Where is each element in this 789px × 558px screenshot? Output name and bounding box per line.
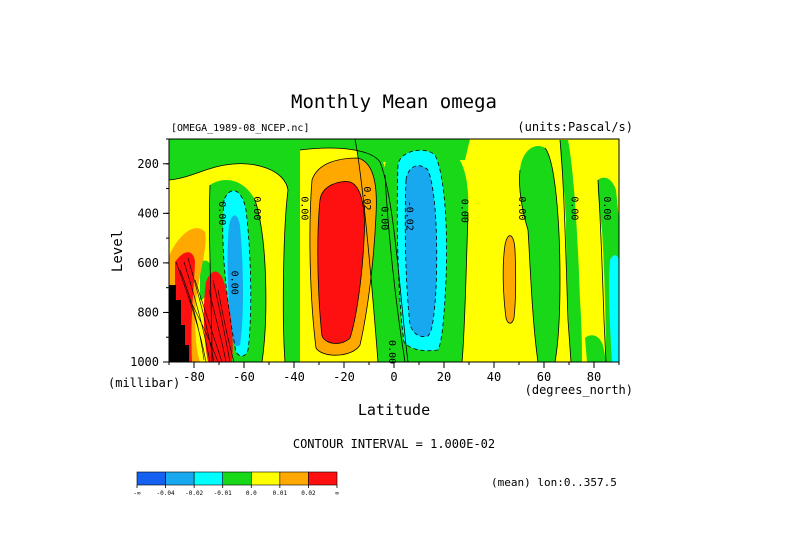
y-units-label: (millibar) [108, 376, 180, 390]
contour-value-label: 0.00 [229, 271, 240, 295]
colorbar-label: 0.01 [273, 490, 288, 497]
contour-value-label: -0.02 [404, 201, 415, 231]
y-tick-label: 400 [137, 206, 159, 220]
colorbar-label: -0.02 [185, 490, 203, 497]
contour-field [169, 139, 619, 362]
x-tick-label: 40 [487, 370, 501, 384]
green-region [585, 335, 606, 362]
colorbar-swatch [165, 471, 195, 486]
colorbar-label: -∞ [133, 490, 141, 497]
missing-data-region [169, 285, 189, 362]
y-tick-label: 1000 [130, 355, 159, 369]
colorbar-swatch [250, 471, 281, 486]
colorbar-label: 0.0 [246, 490, 257, 497]
green-region [519, 146, 560, 362]
colorbar-swatch [193, 471, 224, 486]
units-label: (units:Pascal/s) [517, 120, 633, 134]
contour-value-label: 0.00 [569, 196, 580, 220]
contour-value-label: 0.00 [299, 196, 310, 220]
contour-value-label: 0.00 [251, 196, 262, 220]
contour-value-label: 0.00 [516, 196, 527, 220]
y-axis: 200 400 600 800 1000 [130, 138, 169, 369]
region-text: (mean) lon:0..357.5 [491, 476, 617, 489]
chart-title: Monthly Mean omega [291, 91, 497, 113]
file-label: [OMEGA_1989-08_NCEP.nc] [171, 123, 309, 134]
green-region [169, 139, 300, 362]
contour-value-label: 0.00 [216, 201, 227, 225]
contour-interval-text: CONTOUR INTERVAL = 1.000E-02 [293, 437, 495, 451]
x-tick-label: 60 [537, 370, 551, 384]
x-tick-label: -40 [283, 370, 305, 384]
contour-value-label: 0.00 [459, 199, 470, 223]
colorbar-swatch [222, 471, 252, 486]
x-axis: -80 -60 -40 -20 0 20 40 60 80 [168, 362, 620, 384]
red-region [317, 181, 365, 344]
contour-value-label: 0.00 [379, 206, 390, 230]
colorbar-swatch [308, 471, 338, 486]
colorbar-swatch [279, 471, 309, 486]
x-tick-label: -20 [333, 370, 355, 384]
green-region [560, 140, 582, 362]
colorbar-label: ∞ [335, 490, 339, 497]
orange-region [503, 235, 516, 324]
contour-value-label: 0.00 [601, 196, 612, 220]
contour-value-label: 0.00 [386, 340, 397, 364]
x-tick-label: -80 [183, 370, 205, 384]
colorbar-label: -0.04 [157, 490, 175, 497]
colorbar-swatch [136, 471, 166, 486]
cyan-region [609, 255, 619, 362]
y-tick-label: 600 [137, 256, 159, 270]
y-axis-label: Level [110, 230, 126, 272]
colorbar: -∞ -0.04 -0.02 -0.01 0.0 0.01 0.02 ∞ [133, 471, 339, 497]
blue-region [405, 165, 437, 337]
green-region [200, 260, 212, 300]
contour-label-layer: 0.00 0.00 0.00 0.02 0.00 -0.02 0.00 0.00 0.00 0.0… [216, 186, 612, 364]
x-axis-label: Latitude [358, 401, 430, 419]
x-tick-label: -60 [233, 370, 255, 384]
contour-lines [169, 139, 607, 362]
x-tick-label: 80 [587, 370, 601, 384]
y-tick-label: 200 [137, 157, 159, 171]
contour-value-label: 0.02 [361, 186, 372, 210]
colorbar-label: 0.02 [301, 490, 316, 497]
x-units-label: (degrees_north) [525, 383, 633, 397]
colorbar-label: -0.01 [214, 490, 232, 497]
y-tick-label: 800 [137, 305, 159, 319]
x-tick-label: 20 [437, 370, 451, 384]
blue-region [227, 215, 243, 347]
x-tick-label: 0 [390, 370, 397, 384]
